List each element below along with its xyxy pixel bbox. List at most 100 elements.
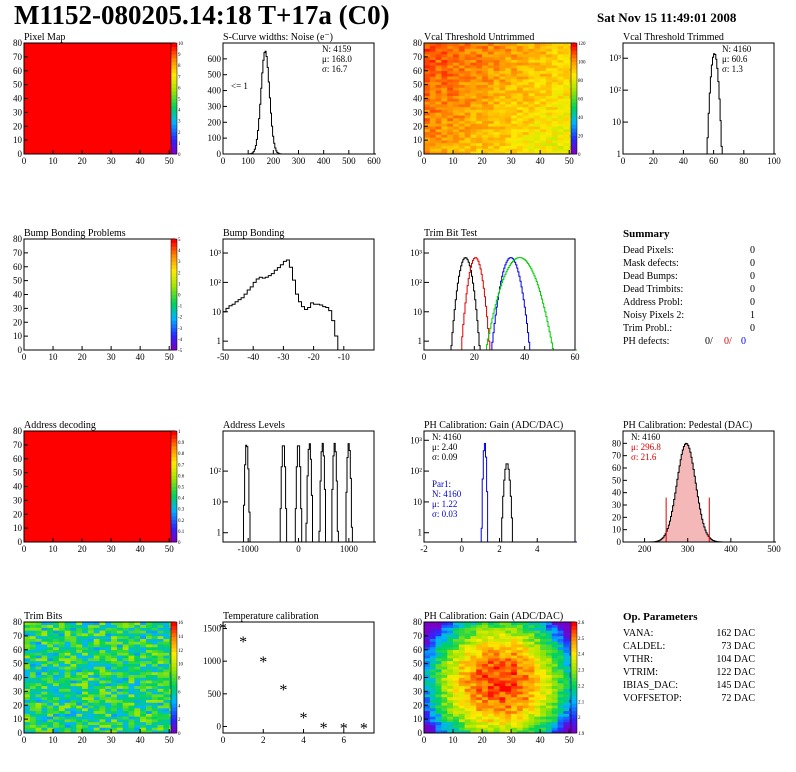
color-scale-label: 1.9	[578, 732, 585, 737]
ph-defects-blue: 0	[741, 336, 746, 347]
heatmap-cell	[111, 674, 118, 678]
heatmap-cell	[487, 652, 494, 656]
heatmap-cell	[528, 120, 535, 124]
heatmap-cell	[145, 716, 153, 720]
heatmap-cell	[447, 713, 454, 717]
color-scale-segment	[571, 54, 577, 59]
heatmap-cell	[163, 652, 170, 656]
heatmap-cell	[534, 730, 541, 734]
heatmap-cell	[24, 669, 31, 673]
heatmap-cell	[482, 79, 489, 83]
heatmap-cell	[87, 660, 94, 664]
color-scale-segment	[171, 54, 177, 59]
heatmap-cell	[516, 644, 524, 648]
heatmap-cell	[540, 115, 547, 119]
heatmap-cell	[435, 652, 442, 656]
heatmap-cell	[53, 727, 60, 731]
heatmap-cell	[540, 633, 547, 637]
y-tick-label: 0	[217, 721, 222, 731]
stats-line: σ: 0.09	[432, 452, 458, 462]
heatmap-cell	[545, 655, 553, 659]
heatmap-cell	[516, 658, 524, 662]
heatmap-cell	[487, 65, 494, 69]
heatmap-cell	[557, 95, 564, 99]
heatmap-cell	[516, 627, 524, 631]
heatmap-cell	[534, 73, 541, 77]
heatmap-cell	[429, 652, 436, 656]
heatmap-cell	[122, 699, 129, 703]
heatmap-cell	[53, 635, 60, 639]
color-scale-label: 4	[178, 704, 181, 709]
heatmap-cell	[505, 677, 512, 681]
heatmap-cell	[424, 101, 431, 105]
color-scale-segment	[171, 294, 177, 299]
heatmap-cell	[482, 109, 489, 113]
heatmap-cell	[99, 730, 106, 734]
heatmap-cell	[151, 724, 158, 728]
heatmap-cell	[511, 633, 518, 637]
y-tick-label: 70	[13, 440, 23, 450]
heatmap-cell	[429, 84, 436, 88]
heatmap-cell	[458, 630, 465, 634]
heatmap-cell	[493, 627, 500, 631]
histogram-ph-gain: PH Calibration: Gain (ADC/DAC)-2 0 2 411010…	[410, 420, 577, 554]
heatmap-cell	[53, 669, 60, 673]
heatmap-cell	[105, 708, 112, 712]
heatmap-cell	[429, 48, 436, 52]
heatmap-cell	[482, 117, 489, 121]
heatmap-cell	[128, 633, 135, 637]
heatmap-cell	[429, 90, 436, 94]
heatmap-cell	[447, 644, 454, 648]
heatmap-cell	[58, 683, 65, 687]
heatmap-cell	[424, 674, 431, 678]
heatmap-cell	[499, 655, 506, 659]
heatmap-cell	[505, 117, 512, 121]
heatmap-cell	[522, 730, 529, 734]
table-row-value: 0	[750, 271, 755, 282]
heatmap-cell	[87, 652, 94, 656]
y-tick-label: 60	[13, 66, 23, 76]
heatmap-cell	[563, 730, 570, 734]
heatmap-cell	[424, 120, 431, 124]
heatmap-cell	[441, 148, 448, 152]
heatmap-cell	[534, 671, 541, 676]
y-tick-label: 30	[612, 500, 622, 510]
heatmap-cell	[522, 708, 529, 712]
heatmap-cell	[505, 674, 512, 678]
heatmap-cell	[441, 129, 448, 133]
x-tick-label: -20	[308, 352, 320, 362]
heatmap-cell	[534, 627, 541, 631]
heatmap-cell	[99, 710, 106, 714]
heatmap-cell	[493, 145, 500, 149]
heatmap-cell	[493, 59, 500, 63]
heatmap-cell	[476, 710, 483, 714]
heatmap-cell	[93, 655, 100, 659]
heatmap-cell	[441, 635, 448, 639]
heatmap-cell	[424, 115, 431, 119]
heatmap-cell	[534, 658, 541, 662]
color-scale-segment	[171, 142, 177, 147]
heatmap-cell	[557, 666, 564, 670]
color-scale-segment	[171, 268, 177, 273]
heatmap-cell	[528, 716, 535, 720]
heatmap-cell	[557, 721, 564, 725]
heatmap-cell	[87, 716, 94, 720]
heatmap-cell	[128, 730, 135, 734]
table-row-value: 73 DAC	[721, 641, 755, 652]
heatmap-cell	[157, 680, 164, 684]
heatmap-cell	[516, 45, 524, 49]
heatmap-cell	[157, 622, 164, 626]
color-scale-segment	[571, 117, 577, 122]
color-scale-segment	[171, 283, 177, 288]
heatmap-cell	[487, 81, 494, 85]
heatmap-cell	[447, 51, 454, 55]
heatmap-cell	[522, 699, 529, 703]
heatmap-cell	[563, 54, 570, 58]
heatmap-cell	[453, 680, 460, 684]
heatmap-cell	[511, 137, 518, 141]
color-scale-segment	[571, 710, 577, 715]
y-tick-label: 50	[13, 468, 23, 478]
heatmap-cell	[424, 721, 431, 725]
heatmap-cell	[511, 710, 518, 714]
